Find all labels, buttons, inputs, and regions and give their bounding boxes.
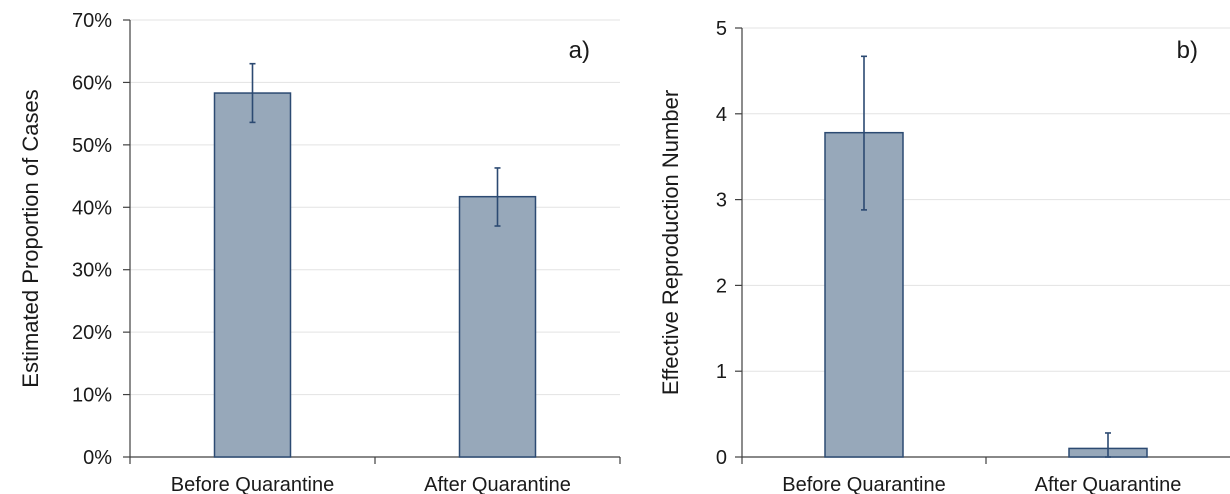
chart-1-y-tick-label: 0	[716, 447, 727, 469]
chart-0-y-tick-label: 70%	[72, 10, 112, 32]
chart-0-category-label: Before Quarantine	[171, 474, 334, 494]
chart-1-error-bar-0	[861, 55, 867, 211]
chart-1-category-label: After Quarantine	[1035, 474, 1182, 494]
chart-0-y-tick-label: 20%	[72, 322, 112, 344]
chart-0-y-tick-label: 0%	[83, 447, 112, 469]
chart-1-error-bar-1	[1105, 432, 1111, 458]
chart-1-category-label: Before Quarantine	[782, 474, 945, 494]
chart-0-category-label: After Quarantine	[424, 474, 571, 494]
chart-0-bar-0	[213, 92, 292, 458]
chart-0-error-bar-0	[249, 62, 256, 124]
chart-0-bar-1	[458, 195, 537, 458]
chart-1-panel-label: b)	[1177, 37, 1198, 64]
chart-1-y-tick-label: 2	[716, 275, 727, 297]
chart-0-y-tick-label: 60%	[72, 72, 112, 94]
chart-0-y-tick-label: 40%	[72, 197, 112, 219]
panel-a: 0% 10% 20% 30% 40% 50% 60% 70% Before Quarantine…	[18, 10, 621, 494]
chart-1-y-tick-label: 5	[716, 18, 727, 40]
chart-0-y-tick-label: 10%	[72, 385, 112, 407]
panel-b: 0 1 2 3 4 5 Before Quarantine After Quarantine E…	[658, 18, 1230, 494]
chart-1-y-tick-label: 1	[716, 361, 727, 383]
chart-0-y-axis-title: Estimated Proportion of Cases	[18, 89, 43, 387]
chart-0-error-bar-1	[494, 167, 501, 227]
chart-1-y-tick-label: 4	[716, 104, 727, 126]
chart-1-y-tick-label: 3	[716, 190, 727, 212]
chart-0-y-tick-label: 30%	[72, 260, 112, 282]
chart-1-y-axis-title: Effective Reproduction Number	[658, 90, 683, 395]
chart-0-panel-label: a)	[569, 37, 590, 64]
chart-0-y-tick-label: 50%	[72, 135, 112, 157]
